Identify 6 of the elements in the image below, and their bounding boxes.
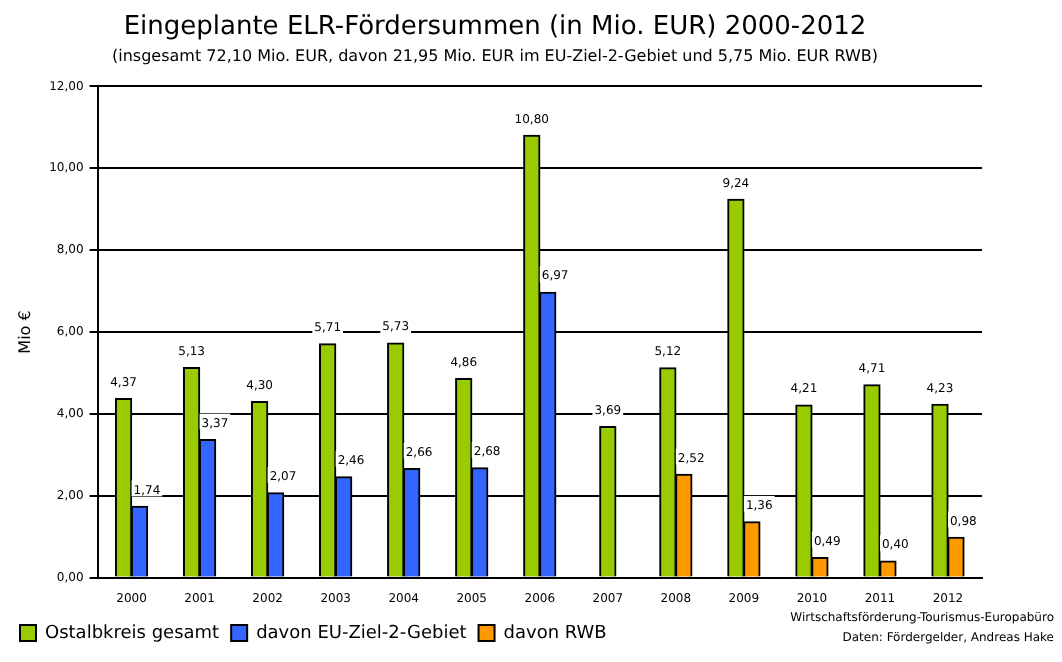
legend-label: davon RWB <box>503 623 607 644</box>
chart-title: Eingeplante ELR-Fördersummen (in Mio. EUR) 2000-2012 <box>123 12 867 43</box>
legend-label: Ostalbkreis gesamt <box>45 623 221 644</box>
y-axis-title: Mio € <box>15 310 34 354</box>
chart-subtitle: (insgesamt 72,10 Mio. EUR, davon 21,95 Mio. EUR im EU-Ziel-2-Gebiet und 5,75 Mio. EUR RWB) <box>112 46 878 65</box>
legend-label: davon EU-Ziel-2-Gebiet <box>256 623 468 644</box>
